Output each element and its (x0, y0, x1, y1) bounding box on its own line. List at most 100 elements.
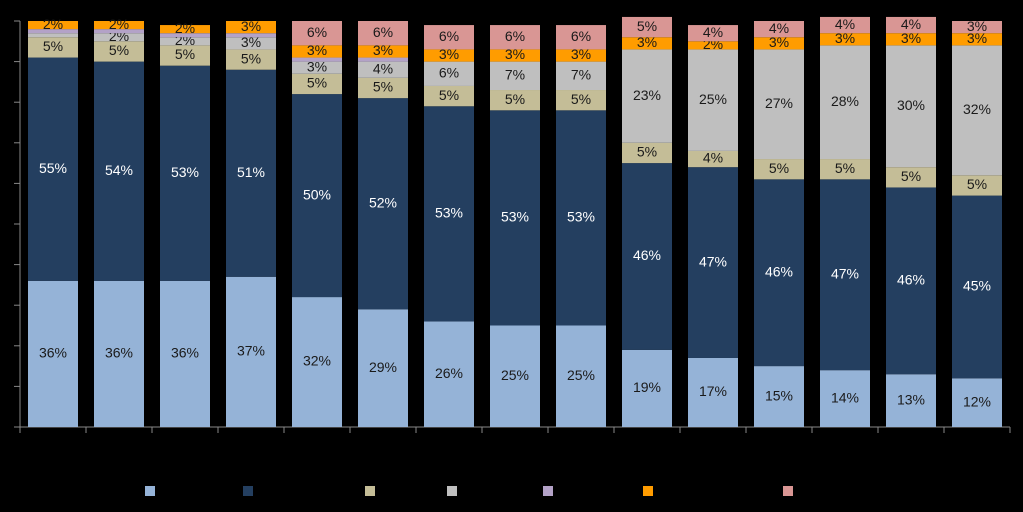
bar-segment (160, 37, 210, 46)
bar-segment (820, 159, 870, 180)
data-label: 53% (435, 205, 463, 221)
data-label: 4% (835, 16, 855, 32)
data-label: 5% (967, 176, 987, 192)
bar-segment (226, 69, 276, 277)
bar-segment (820, 33, 870, 46)
data-label: 6% (439, 64, 459, 80)
bar-segment (754, 366, 804, 427)
bar-segment (292, 21, 342, 46)
data-label: 47% (831, 265, 859, 281)
data-label: 4% (373, 60, 393, 76)
data-label: 54% (105, 162, 133, 178)
bar-segment (556, 90, 606, 111)
data-label: 53% (501, 209, 529, 225)
bar-segment (226, 37, 276, 50)
bar-segment (226, 276, 276, 427)
data-label: 46% (633, 247, 661, 263)
bar-segment (424, 25, 474, 50)
bar-segment (952, 378, 1002, 427)
data-label: 6% (307, 24, 327, 40)
data-label: 52% (369, 194, 397, 210)
legend-marker (243, 486, 253, 496)
legend-marker (365, 486, 375, 496)
data-label: 5% (571, 91, 591, 107)
bar-segment (556, 25, 606, 50)
bar-segment (754, 49, 804, 160)
data-label: 6% (571, 28, 591, 44)
data-label: 3% (637, 34, 657, 50)
bar-segment (160, 45, 210, 66)
data-label: 3% (373, 42, 393, 58)
data-label: 4% (769, 20, 789, 36)
bar-segment (622, 37, 672, 50)
bar-segment (292, 73, 342, 95)
bar-segment (292, 94, 342, 298)
bar-segment (556, 325, 606, 427)
bar-segment (622, 163, 672, 350)
bar-segment (952, 33, 1002, 46)
bar-segment (94, 29, 144, 34)
bar-segment (688, 150, 738, 168)
bar-segment (292, 45, 342, 58)
bar-segment (424, 106, 474, 322)
bar-segment (94, 280, 144, 427)
data-label: 5% (637, 18, 657, 34)
bar-segment (94, 41, 144, 62)
data-label: 5% (109, 42, 129, 58)
data-label: 2% (109, 16, 129, 32)
data-label: 45% (963, 278, 991, 294)
bar-segment (358, 21, 408, 46)
bar-segment (226, 49, 276, 70)
data-label: 5% (43, 38, 63, 54)
legend-marker (447, 486, 457, 496)
bar-segment (754, 179, 804, 367)
data-label: 28% (831, 93, 859, 109)
bar-segment (28, 33, 78, 38)
bar-segment (94, 21, 144, 30)
data-label: 17% (699, 383, 727, 399)
bar-segment (424, 85, 474, 107)
data-label: 3% (571, 46, 591, 62)
bar-segment (688, 167, 738, 358)
bar-segment (160, 280, 210, 427)
bar-segment (820, 179, 870, 371)
data-label: 5% (901, 168, 921, 184)
legend-marker (643, 486, 653, 496)
data-label: 5% (769, 160, 789, 176)
data-label: 5% (175, 46, 195, 62)
bar-segment (94, 61, 144, 281)
data-label: 4% (703, 150, 723, 166)
bar-segment (820, 16, 870, 34)
bar-segment (490, 49, 540, 62)
bar-segment (952, 45, 1002, 176)
data-label: 13% (897, 391, 925, 407)
data-label: 5% (241, 50, 261, 66)
data-label: 7% (571, 67, 591, 83)
bar-segment (886, 187, 936, 375)
bar-segment (754, 159, 804, 180)
data-label: 25% (699, 91, 727, 107)
data-label: 5% (835, 160, 855, 176)
bar-segment (490, 25, 540, 50)
bar-segment (160, 65, 210, 281)
data-label: 36% (171, 345, 199, 361)
data-label: 3% (769, 34, 789, 50)
bar-segment (688, 49, 738, 151)
data-label: 55% (39, 160, 67, 176)
data-label: 3% (835, 30, 855, 46)
bar-segment (490, 325, 540, 427)
bar-segment (886, 16, 936, 34)
data-label: 3% (967, 18, 987, 34)
data-label: 2% (43, 16, 63, 32)
bar-segment (358, 77, 408, 99)
data-label: 4% (901, 16, 921, 32)
bar-segment (952, 21, 1002, 34)
data-label: 5% (373, 79, 393, 95)
bar-segment (28, 37, 78, 58)
data-label: 7% (505, 67, 525, 83)
data-label: 51% (237, 164, 265, 180)
bar-segment (556, 61, 606, 91)
data-label: 29% (369, 359, 397, 375)
data-label: 3% (967, 30, 987, 46)
